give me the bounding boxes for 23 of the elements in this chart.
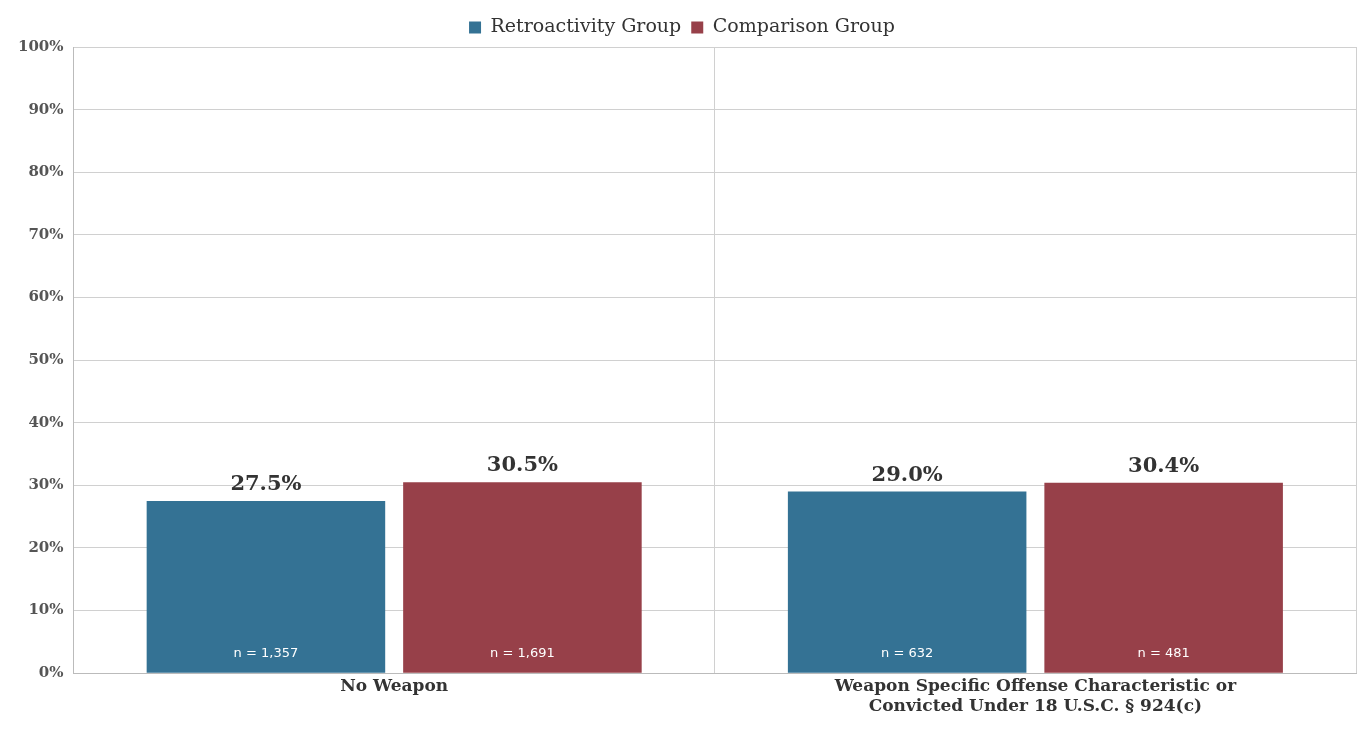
y-tick-label: 10% xyxy=(28,600,64,619)
annotation: n = 1,357 xyxy=(233,644,299,660)
annotation: n = 481 xyxy=(1137,644,1190,660)
data-label: 30.5% xyxy=(486,451,559,477)
y-tick-label: 20% xyxy=(28,537,64,556)
y-tick-label: 80% xyxy=(28,162,64,181)
data-label: 29.0% xyxy=(871,460,943,486)
data-label: 27.5% xyxy=(230,469,302,495)
x-tick-label: Weapon Specific Offense Characteristic or Convicted Under 18 U.S.C. § 924(c) xyxy=(833,674,1238,716)
y-tick-label: 30% xyxy=(28,475,64,494)
y-tick-label: 70% xyxy=(28,224,64,243)
y-tick-label: 100% xyxy=(17,36,64,55)
annotation: n = 632 xyxy=(881,644,934,660)
y-tick-label: 60% xyxy=(28,287,64,306)
legend-label: Comparison Group xyxy=(712,14,895,37)
x-tick-label: No Weapon xyxy=(340,674,449,695)
y-tick-label: 90% xyxy=(28,99,64,118)
data-label: 30.4% xyxy=(1128,451,1200,477)
annotation: n = 1,691 xyxy=(490,644,555,660)
legend-label: Retroactivity Group xyxy=(490,14,682,37)
y-tick-label: 0% xyxy=(38,663,64,682)
y-tick-label: 50% xyxy=(28,349,64,368)
y-tick-label: 40% xyxy=(28,412,64,431)
